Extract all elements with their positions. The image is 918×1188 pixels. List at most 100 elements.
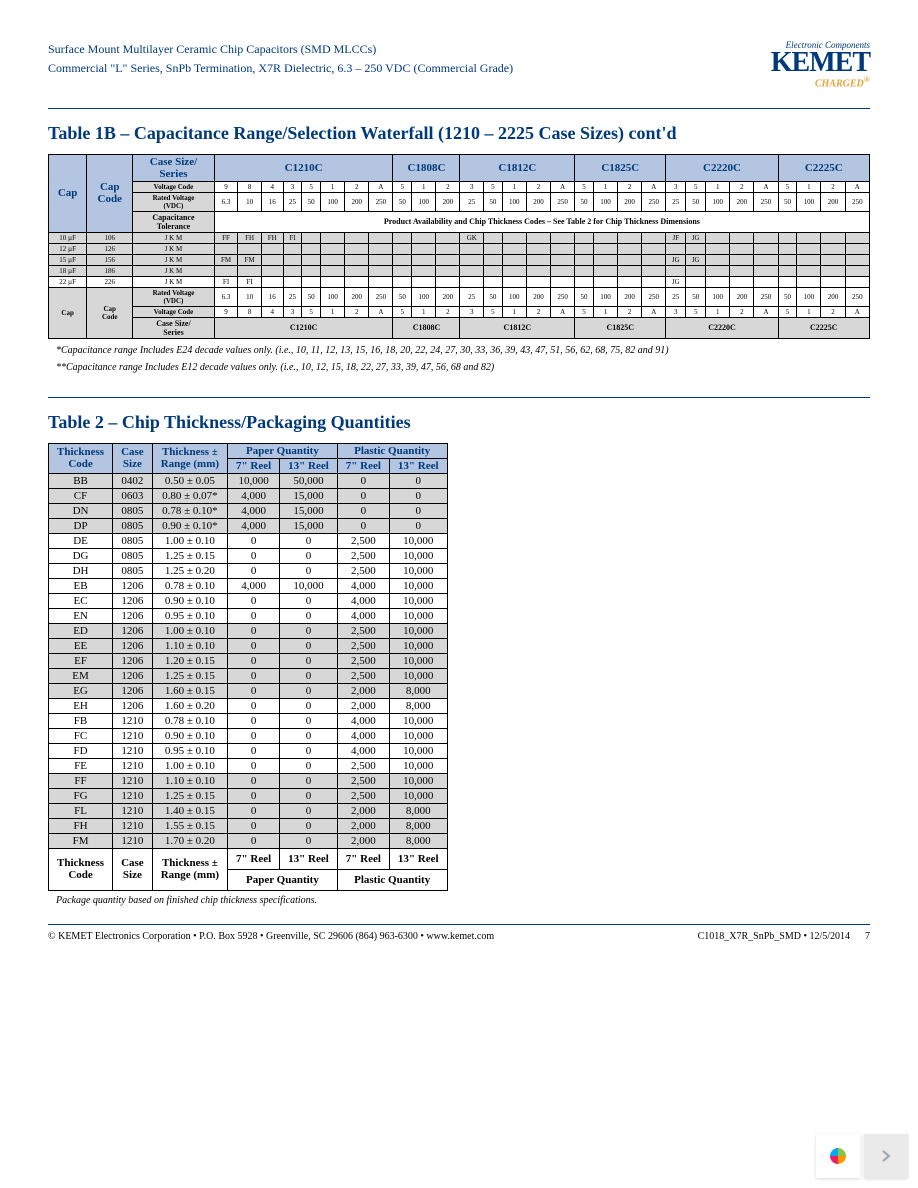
- table-cell: 0: [280, 668, 338, 683]
- table-cell: 0: [228, 533, 280, 548]
- t1b-hdr-cap: Cap: [49, 154, 87, 232]
- t1b-series-5: C2225C: [778, 154, 869, 181]
- table-cell: 0: [337, 473, 389, 488]
- table-cell: 0.78 ± 0.10: [152, 578, 227, 593]
- t1b-series-3: C1825C: [575, 154, 666, 181]
- table-cell: 0.78 ± 0.10*: [152, 503, 227, 518]
- table-cell: 8,000: [389, 683, 447, 698]
- table-cell: 4,000: [337, 593, 389, 608]
- table-cell: 0: [228, 833, 280, 848]
- header-rule: [48, 108, 870, 109]
- table-cell: DE: [49, 533, 113, 548]
- table-cell: 1206: [113, 623, 153, 638]
- table-row: FE12101.00 ± 0.10002,50010,000: [49, 758, 448, 773]
- table-cell: EC: [49, 593, 113, 608]
- table-cell: 1.00 ± 0.10: [152, 623, 227, 638]
- table-cell: 0: [228, 548, 280, 563]
- table-cell: 0: [280, 593, 338, 608]
- table-cell: 0: [228, 653, 280, 668]
- footer-left: © KEMET Electronics Corporation • P.O. B…: [48, 931, 494, 942]
- table-cell: 10,000: [389, 563, 447, 578]
- table-row: EE12061.10 ± 0.10002,50010,000: [49, 638, 448, 653]
- table-cell: EB: [49, 578, 113, 593]
- t1b-foot-capcode: CapCode: [87, 287, 133, 338]
- table1b: Cap CapCode Case Size/Series C1210C C180…: [48, 154, 870, 339]
- table-cell: 0805: [113, 503, 153, 518]
- table-cell: 10,000: [389, 788, 447, 803]
- table-cell: DN: [49, 503, 113, 518]
- t2-h-paper: Paper Quantity: [228, 443, 338, 458]
- table-cell: 8,000: [389, 698, 447, 713]
- t1b-series-1: C1808C: [393, 154, 460, 181]
- table-cell: 0: [280, 638, 338, 653]
- table-cell: 0: [280, 608, 338, 623]
- table-cell: 2,500: [337, 563, 389, 578]
- table-row: ED12061.00 ± 0.10002,50010,000: [49, 623, 448, 638]
- table-cell: 1206: [113, 638, 153, 653]
- t1b-hdr-capcode: CapCode: [87, 154, 133, 232]
- prev-page-button[interactable]: [816, 1134, 860, 1178]
- table-cell: 4,000: [228, 518, 280, 533]
- table-cell: FM: [49, 833, 113, 848]
- next-page-button[interactable]: [864, 1134, 908, 1178]
- kemet-logo: Electronic Components KEMET CHARGED®: [771, 40, 870, 90]
- table-cell: 1210: [113, 758, 153, 773]
- table-cell: 10,000: [389, 533, 447, 548]
- t1b-foot-cap: Cap: [49, 287, 87, 338]
- table-cell: 2,500: [337, 668, 389, 683]
- table-cell: 0: [280, 818, 338, 833]
- table-row: EM12061.25 ± 0.15002,50010,000: [49, 668, 448, 683]
- table-cell: 0: [228, 683, 280, 698]
- table-cell: 4,000: [228, 503, 280, 518]
- t2-h-plastic: Plastic Quantity: [337, 443, 447, 458]
- table-row: DH08051.25 ± 0.20002,50010,000: [49, 563, 448, 578]
- table-cell: 10,000: [389, 578, 447, 593]
- table-cell: 1206: [113, 578, 153, 593]
- table-cell: 0805: [113, 518, 153, 533]
- table-cell: 0: [280, 728, 338, 743]
- t1b-hdr-caseseries: Case Size/Series: [133, 154, 215, 181]
- pinwheel-icon: [828, 1146, 848, 1166]
- table-cell: 0: [280, 788, 338, 803]
- table-cell: ED: [49, 623, 113, 638]
- table-row: DP08050.90 ± 0.10*4,00015,00000: [49, 518, 448, 533]
- table-cell: 8,000: [389, 818, 447, 833]
- table-cell: 0: [280, 548, 338, 563]
- table-cell: 10,000: [389, 623, 447, 638]
- t2-h-tr: Thickness ±Range (mm): [152, 443, 227, 473]
- table-row: CF06030.80 ± 0.07*4,00015,00000: [49, 488, 448, 503]
- table-cell: 0.80 ± 0.07*: [152, 488, 227, 503]
- table-cell: 10,000: [228, 473, 280, 488]
- table-cell: 0: [228, 743, 280, 758]
- t2-footnote: Package quantity based on finished chip …: [56, 895, 870, 906]
- table-cell: 0: [337, 518, 389, 533]
- table-row: FD12100.95 ± 0.10004,00010,000: [49, 743, 448, 758]
- t1b-footnote2: **Capacitance range Includes E12 decade …: [56, 362, 870, 373]
- table-cell: EN: [49, 608, 113, 623]
- table-cell: 1.25 ± 0.20: [152, 563, 227, 578]
- table-cell: 2,000: [337, 803, 389, 818]
- header-line1: Surface Mount Multilayer Ceramic Chip Ca…: [48, 40, 513, 59]
- table-cell: 0805: [113, 548, 153, 563]
- table-cell: 10,000: [389, 758, 447, 773]
- table-cell: 0: [280, 533, 338, 548]
- table-cell: 1206: [113, 653, 153, 668]
- table-row: FM12101.70 ± 0.20002,0008,000: [49, 833, 448, 848]
- table-cell: 4,000: [337, 713, 389, 728]
- table-cell: 4,000: [337, 743, 389, 758]
- table-cell: 0: [280, 653, 338, 668]
- page-footer: © KEMET Electronics Corporation • P.O. B…: [48, 924, 870, 942]
- table-cell: 1.10 ± 0.10: [152, 773, 227, 788]
- table-cell: 0.95 ± 0.10: [152, 743, 227, 758]
- table-row: EN12060.95 ± 0.10004,00010,000: [49, 608, 448, 623]
- table-cell: 1.70 ± 0.20: [152, 833, 227, 848]
- t2-h-pl13: 13" Reel: [389, 458, 447, 473]
- table-cell: 1206: [113, 683, 153, 698]
- table-cell: 4,000: [337, 608, 389, 623]
- table-cell: 1.10 ± 0.10: [152, 638, 227, 653]
- table-row: EG12061.60 ± 0.15002,0008,000: [49, 683, 448, 698]
- table-cell: 0: [280, 773, 338, 788]
- chevron-right-icon: [879, 1149, 893, 1163]
- table-cell: 0: [228, 713, 280, 728]
- table-cell: EH: [49, 698, 113, 713]
